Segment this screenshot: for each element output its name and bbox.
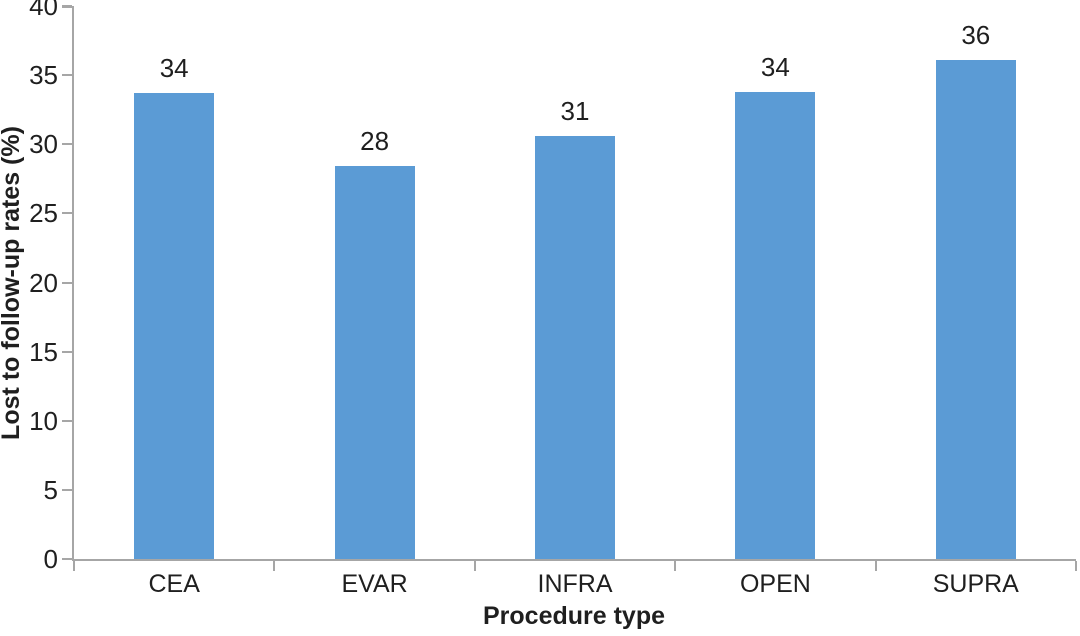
y-axis-tick-40 bbox=[62, 5, 72, 7]
y-axis-tick-label: 35 bbox=[29, 60, 58, 91]
x-axis-title: Procedure type bbox=[482, 602, 665, 630]
data-label-open: 34 bbox=[760, 51, 790, 82]
y-axis-tick-5 bbox=[62, 488, 72, 491]
category-label-infra: INFRA bbox=[537, 570, 613, 598]
y-axis-top-tick bbox=[62, 6, 72, 8]
y-axis-tick-label: 15 bbox=[29, 336, 58, 367]
data-label-evar: 28 bbox=[360, 126, 390, 157]
y-axis-tick-label: 25 bbox=[29, 198, 58, 229]
x-axis-tick bbox=[1075, 561, 1077, 571]
y-axis-tick-label: 5 bbox=[43, 474, 58, 505]
category-label-evar: EVAR bbox=[341, 570, 408, 598]
category-label-supra: SUPRA bbox=[932, 570, 1019, 598]
y-axis-tick-label: 40 bbox=[29, 0, 58, 21]
bar-infra bbox=[535, 135, 615, 559]
y-axis-tick-label: 10 bbox=[29, 405, 58, 436]
y-axis-tick-25 bbox=[62, 212, 72, 215]
y-axis-tick-30 bbox=[62, 143, 72, 146]
bar-evar bbox=[334, 166, 415, 559]
data-label-supra: 36 bbox=[961, 19, 991, 50]
plot-area: 0 5 10 15 20 25 30 35 40 34 CEA 28 EVAR 31 INFRA 34 OPEN… bbox=[29, 0, 1077, 597]
x-axis-tick bbox=[273, 561, 276, 571]
category-label-open: OPEN bbox=[739, 570, 811, 598]
x-axis-tick bbox=[73, 561, 75, 571]
bar-supra bbox=[935, 59, 1016, 559]
bar-open bbox=[735, 91, 816, 559]
y-axis-tick-label: 20 bbox=[29, 267, 58, 298]
data-label-cea: 34 bbox=[159, 53, 189, 84]
y-axis-tick-0 bbox=[62, 558, 72, 560]
bar-cea bbox=[134, 93, 215, 559]
y-axis-tick-20 bbox=[62, 281, 72, 284]
y-axis-tick-label: 0 bbox=[43, 544, 58, 574]
y-axis-tick-10 bbox=[62, 419, 72, 422]
data-label-infra: 31 bbox=[560, 95, 590, 126]
y-axis-tick-35 bbox=[62, 74, 72, 77]
x-axis-tick bbox=[874, 561, 877, 571]
category-label-cea: CEA bbox=[148, 570, 200, 598]
x-axis-tick bbox=[674, 561, 677, 571]
y-axis-tick-15 bbox=[62, 350, 72, 353]
x-axis-tick bbox=[473, 561, 476, 571]
y-axis-tick-label: 30 bbox=[29, 129, 58, 160]
